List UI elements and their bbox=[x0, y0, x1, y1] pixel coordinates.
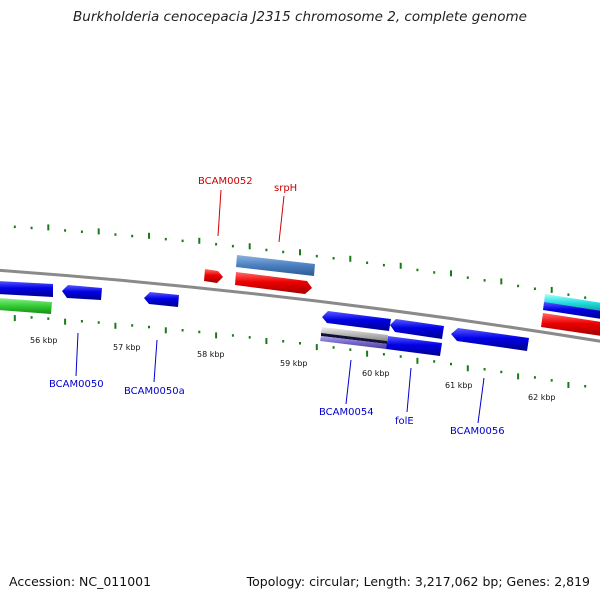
tick-label: 56 kbp bbox=[30, 336, 58, 345]
gene-labels: BCAM0052 srpH BCAM0050 BCAM0050a BCAM005… bbox=[49, 176, 505, 437]
tick-labels: 56 kbp 57 kbp 58 kbp 59 kbp 60 kbp 61 kb… bbox=[30, 336, 556, 402]
gene-bcam0054-black-feature[interactable] bbox=[321, 333, 387, 344]
map-title: Burkholderia cenocepacia J2315 chromosom… bbox=[73, 9, 527, 25]
gene-srph-arrow[interactable] bbox=[235, 272, 312, 294]
edge-left-blue-feature[interactable] bbox=[0, 281, 53, 297]
chromosome-backbone bbox=[0, 268, 600, 345]
gene-bcam0050a-arrow[interactable] bbox=[144, 292, 179, 307]
gene-bcam0054-purple-feature[interactable] bbox=[320, 336, 387, 349]
label-leader-lines bbox=[75, 189, 485, 424]
upper-tick-ring bbox=[13, 224, 587, 299]
reverse-features bbox=[0, 281, 529, 356]
tick-label: 59 kbp bbox=[280, 359, 308, 368]
tick-label: 57 kbp bbox=[113, 343, 141, 352]
gene-fole-feature[interactable] bbox=[386, 336, 442, 356]
edge-left-green-feature[interactable] bbox=[0, 298, 52, 314]
gene-bcam0056-arrow[interactable] bbox=[451, 328, 529, 351]
edge-cyan-feature[interactable] bbox=[544, 294, 600, 312]
gene-bcam0050-arrow[interactable] bbox=[62, 285, 102, 300]
gene-bcam0052-arrow[interactable] bbox=[204, 269, 223, 283]
lower-tick-ring bbox=[13, 315, 587, 388]
gene-bcam0054-arrow[interactable] bbox=[322, 311, 391, 331]
tick-label: 61 kbp bbox=[445, 381, 473, 390]
accession-text: Accession: NC_011001 bbox=[9, 574, 152, 589]
gene-label-bcam0056[interactable]: BCAM0056 bbox=[450, 426, 505, 437]
gene-label-bcam0050a[interactable]: BCAM0050a bbox=[124, 386, 185, 397]
tick-label: 58 kbp bbox=[197, 350, 225, 359]
forward-features bbox=[204, 255, 600, 336]
gene-label-srph[interactable]: srpH bbox=[274, 183, 297, 194]
gene-srph-feature[interactable] bbox=[236, 255, 315, 276]
edge-blue-feature[interactable] bbox=[543, 302, 600, 319]
gene-label-fole[interactable]: folE bbox=[395, 416, 414, 427]
genome-summary-text: Topology: circular; Length: 3,217,062 bp… bbox=[246, 574, 590, 589]
gene-label-bcam0054[interactable]: BCAM0054 bbox=[319, 407, 374, 418]
gene-label-bcam0050[interactable]: BCAM0050 bbox=[49, 379, 104, 390]
gene-bcam0054-grey-feature[interactable] bbox=[321, 327, 388, 341]
gene-fole-arrow[interactable] bbox=[390, 319, 444, 339]
edge-red-feature[interactable] bbox=[541, 313, 600, 336]
tick-label: 60 kbp bbox=[362, 369, 390, 378]
tick-label: 62 kbp bbox=[528, 393, 556, 402]
gene-label-bcam0052[interactable]: BCAM0052 bbox=[198, 176, 253, 187]
